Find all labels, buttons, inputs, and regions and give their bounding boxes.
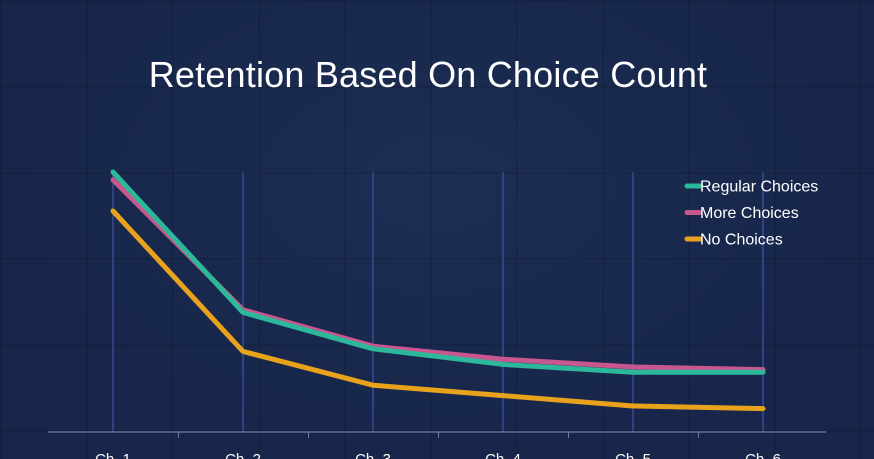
x-tick-label-ch-6: Ch. 6 bbox=[745, 451, 781, 459]
legend-label-regular-choices: Regular Choices bbox=[700, 179, 818, 196]
chart-title: Retention Based On Choice Count bbox=[148, 54, 708, 95]
legend: Regular Choices More Choices No Choices bbox=[684, 179, 818, 249]
series-lines bbox=[110, 169, 766, 412]
x-axis-ticks: Ch. 1 Ch. 2 Ch. 3 Ch. 4 Ch. 5 Ch. 6 bbox=[95, 451, 781, 459]
series-line-no-choices bbox=[110, 208, 766, 412]
legend-label-more-choices: More Choices bbox=[700, 205, 799, 222]
series-line-regular-choices bbox=[110, 169, 766, 375]
x-tick-label-ch-1: Ch. 1 bbox=[95, 451, 131, 459]
x-tick-label-ch-2: Ch. 2 bbox=[225, 451, 261, 459]
x-tick-label-ch-4: Ch. 4 bbox=[485, 451, 521, 459]
gridlines bbox=[48, 172, 826, 438]
legend-label-no-choices: No Choices bbox=[700, 232, 783, 249]
x-tick-label-ch-5: Ch. 5 bbox=[615, 451, 651, 459]
x-tick-label-ch-3: Ch. 3 bbox=[355, 451, 391, 459]
